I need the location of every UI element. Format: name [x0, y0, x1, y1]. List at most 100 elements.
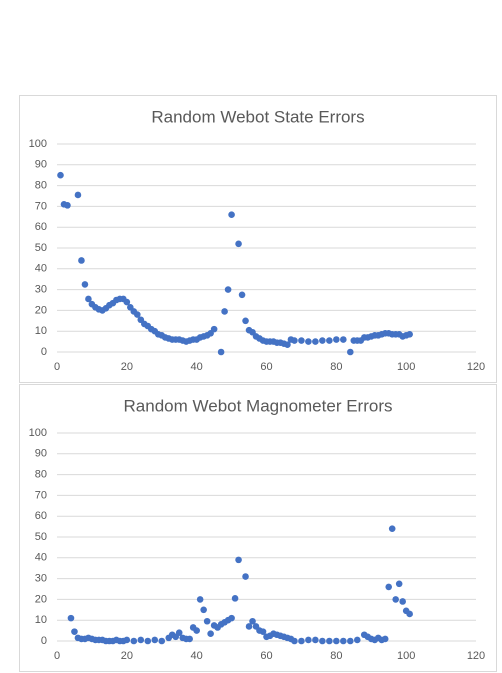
point — [196, 596, 204, 603]
point — [326, 337, 333, 344]
y-tick-label: 0 — [41, 635, 47, 647]
y-tick-label: 70 — [35, 200, 47, 212]
point — [353, 636, 361, 644]
point — [406, 331, 413, 338]
y-tick-label: 40 — [35, 263, 47, 275]
point — [231, 595, 239, 602]
point — [85, 295, 92, 303]
point — [144, 637, 152, 645]
point — [158, 637, 166, 645]
y-tick-label: 80 — [35, 180, 47, 192]
point — [137, 636, 145, 644]
x-tick-label: 80 — [330, 361, 342, 373]
point — [203, 617, 211, 625]
y-tick-label: 80 — [35, 469, 47, 481]
y-tick-label: 100 — [29, 138, 47, 150]
x-tick-label: 100 — [397, 650, 415, 662]
y-tick-label: 100 — [29, 427, 47, 439]
point — [388, 525, 396, 532]
x-tick-label: 20 — [121, 361, 133, 373]
point — [210, 325, 218, 333]
point — [259, 628, 267, 635]
y-tick-label: 10 — [35, 614, 47, 626]
point — [347, 637, 354, 645]
point — [67, 614, 75, 622]
x-tick-label: 120 — [467, 361, 485, 373]
point — [64, 202, 71, 209]
point — [381, 635, 389, 643]
x-tick-label: 80 — [330, 650, 342, 662]
x-tick-label: 120 — [467, 650, 485, 662]
point — [319, 637, 326, 645]
point — [78, 257, 85, 264]
point — [57, 171, 64, 179]
point — [392, 596, 399, 603]
y-tick-label: 30 — [35, 573, 47, 585]
point — [224, 286, 232, 293]
point — [123, 298, 131, 306]
x-tick-label: 0 — [54, 650, 60, 662]
y-tick-label: 50 — [35, 242, 47, 254]
point — [228, 614, 235, 622]
y-tick-label: 0 — [41, 346, 47, 358]
y-tick-label: 90 — [35, 159, 47, 171]
x-tick-label: 60 — [260, 650, 272, 662]
x-tick-label: 0 — [54, 361, 60, 373]
point — [134, 311, 141, 318]
point — [284, 341, 291, 349]
point — [221, 308, 228, 315]
y-tick-label: 30 — [35, 284, 47, 296]
y-tick-label: 90 — [35, 448, 47, 460]
point — [151, 636, 159, 644]
point — [333, 336, 340, 343]
y-tick-label: 60 — [35, 510, 47, 522]
point — [291, 637, 298, 645]
point — [242, 573, 249, 580]
x-tick-label: 60 — [260, 361, 272, 373]
chart-frame — [19, 384, 497, 672]
point — [291, 337, 298, 344]
y-tick-label: 20 — [35, 593, 47, 605]
chart-title: Random Webot Magnometer Errors — [124, 396, 393, 415]
point — [340, 336, 347, 343]
point — [186, 635, 193, 643]
point — [242, 317, 249, 325]
point — [340, 637, 347, 645]
point — [228, 211, 235, 219]
point — [347, 348, 354, 356]
point — [200, 606, 207, 614]
y-tick-label: 50 — [35, 531, 47, 543]
y-tick-label: 20 — [35, 304, 47, 316]
point — [235, 556, 242, 564]
point — [217, 348, 225, 356]
x-tick-label: 40 — [191, 361, 203, 373]
point — [130, 637, 138, 645]
point — [333, 637, 340, 645]
point — [406, 610, 413, 618]
point — [249, 617, 256, 625]
x-tick-label: 100 — [397, 361, 415, 373]
point — [81, 281, 89, 288]
point — [319, 337, 326, 344]
chart-title: Random Webot State Errors — [151, 107, 364, 126]
x-tick-label: 20 — [121, 650, 133, 662]
point — [312, 636, 319, 644]
y-tick-label: 40 — [35, 552, 47, 564]
point — [326, 637, 333, 645]
point — [175, 629, 183, 636]
point — [123, 636, 131, 644]
point — [238, 291, 246, 299]
y-tick-label: 10 — [35, 325, 47, 337]
x-tick-label: 40 — [191, 650, 203, 662]
point — [71, 628, 78, 635]
y-tick-label: 60 — [35, 221, 47, 233]
point — [193, 627, 200, 634]
point — [207, 630, 214, 638]
point — [399, 598, 406, 605]
point — [385, 583, 393, 591]
point — [298, 637, 305, 645]
point — [305, 338, 312, 345]
point — [298, 337, 305, 344]
